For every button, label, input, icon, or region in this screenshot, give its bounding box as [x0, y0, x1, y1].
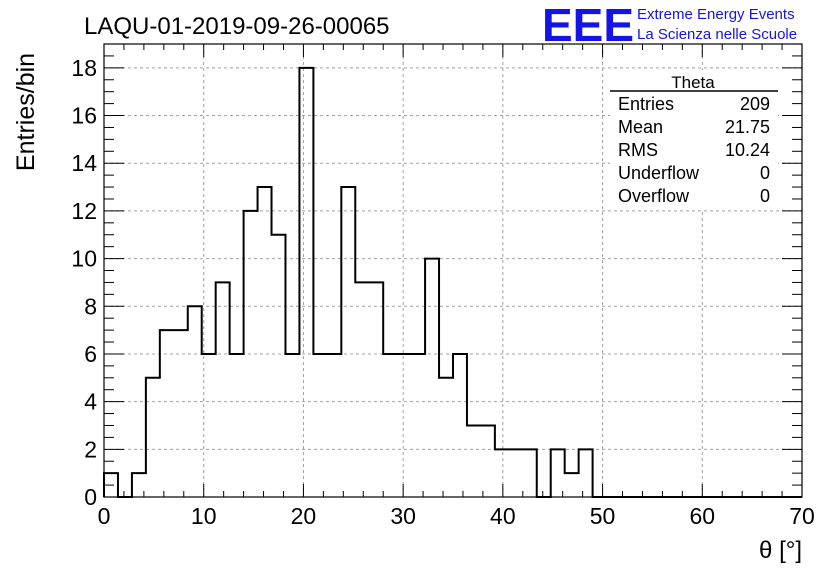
- grid-layer: [104, 44, 802, 497]
- stats-row-label: RMS: [618, 140, 658, 160]
- stats-row-value: 0: [760, 186, 770, 206]
- stats-rows: Entries 209 Mean 21.75 RMS 10.24 Underflow 0 Ove…: [618, 94, 770, 206]
- tick-layer: [103, 43, 803, 498]
- tick-label-layer: 0 10 20 30 40 50 60 70 0 2 4 6 8 10 12 14 16 18: [71, 55, 814, 529]
- y-tick-label: 10: [71, 246, 97, 272]
- x-tick-label: 50: [590, 503, 616, 529]
- y-axis-label: Entries/bin: [12, 53, 40, 171]
- stats-row-label: Mean: [618, 117, 663, 137]
- y-tick-label: 8: [84, 293, 97, 319]
- stats-row-label: Overflow: [618, 186, 690, 206]
- stats-box: Theta Entries 209 Mean 21.75 RMS 10.24 Underfl…: [610, 70, 778, 210]
- logo-line-1: Extreme Energy Events: [637, 6, 795, 23]
- y-tick-label: 18: [71, 55, 97, 81]
- y-tick-label: 14: [71, 150, 97, 176]
- stats-row-value: 0: [760, 163, 770, 183]
- stats-row-value: 209: [740, 94, 770, 114]
- x-tick-label: 20: [291, 503, 317, 529]
- x-axis-label: θ [°]: [759, 537, 802, 564]
- y-tick-label: 12: [71, 198, 97, 224]
- stats-box-bg: [610, 70, 778, 210]
- y-tick-label: 16: [71, 103, 97, 129]
- x-tick-label: 10: [191, 503, 217, 529]
- y-tick-label: 6: [84, 341, 97, 367]
- logo-line-2: La Scienza nelle Scuole: [637, 26, 797, 43]
- x-tick-label: 30: [390, 503, 416, 529]
- stats-box-title: Theta: [671, 73, 715, 92]
- stats-row-value: 10.24: [725, 140, 770, 160]
- y-tick-label: 2: [84, 436, 97, 462]
- x-tick-label: 70: [789, 503, 815, 529]
- stats-row-label: Underflow: [618, 163, 700, 183]
- x-tick-label: 40: [490, 503, 516, 529]
- y-tick-label: 0: [84, 484, 97, 510]
- chart-title: LAQU-01-2019-09-26-00065: [84, 13, 390, 40]
- x-tick-label: 60: [689, 503, 715, 529]
- eee-logo: EEE Extreme Energy Events La Scienza nel…: [542, 0, 797, 51]
- y-tick-label: 4: [84, 389, 97, 415]
- stats-row-label: Entries: [618, 94, 674, 114]
- x-tick-label: 0: [98, 503, 111, 529]
- eee-logo-text: EEE: [542, 0, 634, 51]
- stats-row-value: 21.75: [725, 117, 770, 137]
